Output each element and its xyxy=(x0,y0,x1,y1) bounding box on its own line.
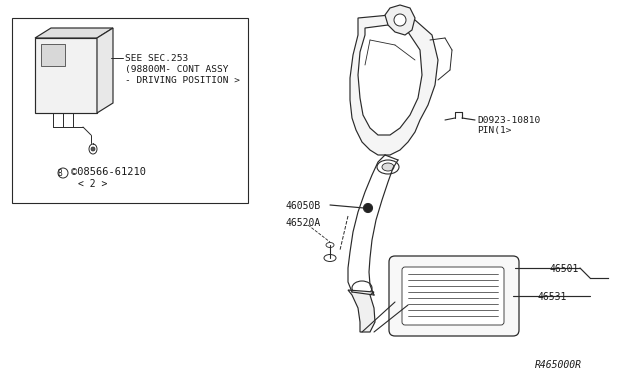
Ellipse shape xyxy=(324,254,336,262)
Text: < 2 >: < 2 > xyxy=(78,179,108,189)
Polygon shape xyxy=(97,28,113,113)
Text: 46531: 46531 xyxy=(538,292,568,302)
Text: R465000R: R465000R xyxy=(535,360,582,370)
Circle shape xyxy=(364,203,372,212)
Text: PIN(1>: PIN(1> xyxy=(477,126,511,135)
Circle shape xyxy=(394,14,406,26)
Circle shape xyxy=(58,168,68,178)
Text: D0923-10810: D0923-10810 xyxy=(477,116,540,125)
Polygon shape xyxy=(35,38,97,113)
Ellipse shape xyxy=(352,281,372,295)
Polygon shape xyxy=(35,28,113,38)
Text: - DRIVING POSITION >: - DRIVING POSITION > xyxy=(125,76,240,85)
Text: B: B xyxy=(58,170,62,179)
Bar xyxy=(12,18,248,203)
Text: 46501: 46501 xyxy=(550,264,579,274)
Ellipse shape xyxy=(89,144,97,154)
Circle shape xyxy=(91,147,95,151)
Ellipse shape xyxy=(326,243,334,247)
Text: (98800M- CONT ASSY: (98800M- CONT ASSY xyxy=(125,65,228,74)
Text: 46050B: 46050B xyxy=(285,201,320,211)
Text: SEE SEC.253: SEE SEC.253 xyxy=(125,54,188,63)
Text: 46520A: 46520A xyxy=(285,218,320,228)
Polygon shape xyxy=(358,25,422,135)
Ellipse shape xyxy=(382,163,394,171)
Ellipse shape xyxy=(377,160,399,174)
Polygon shape xyxy=(41,44,65,66)
Text: ©08566-61210: ©08566-61210 xyxy=(71,167,146,177)
FancyBboxPatch shape xyxy=(402,267,504,325)
Polygon shape xyxy=(350,15,438,155)
Polygon shape xyxy=(385,5,415,35)
Polygon shape xyxy=(348,290,375,332)
FancyBboxPatch shape xyxy=(389,256,519,336)
